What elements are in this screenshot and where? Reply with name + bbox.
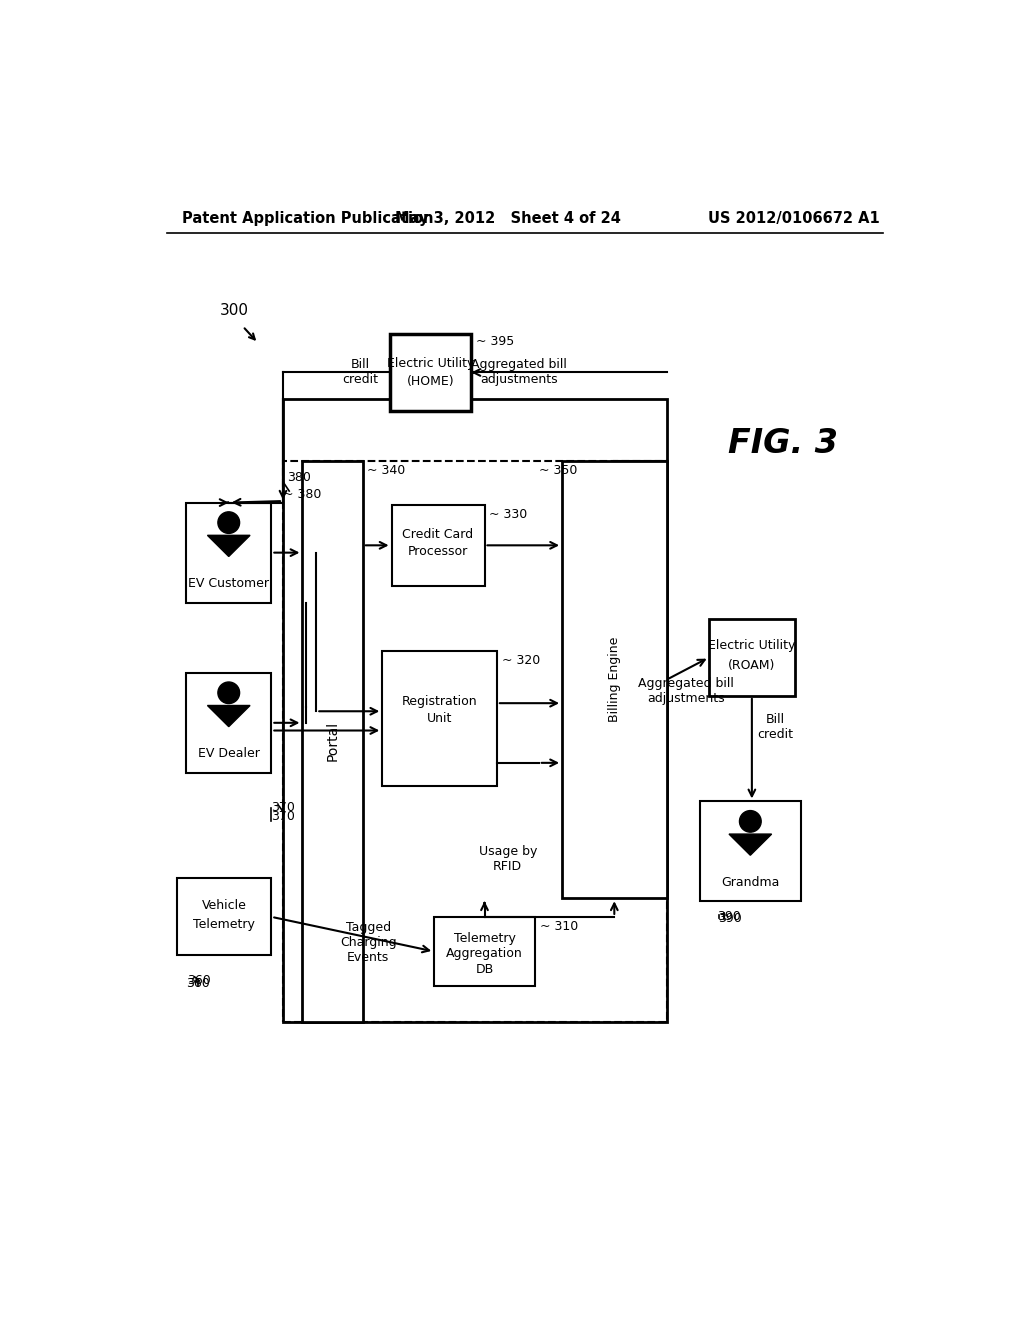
Bar xyxy=(283,461,667,1022)
Text: (HOME): (HOME) xyxy=(407,375,455,388)
Bar xyxy=(382,651,497,785)
Text: EV Customer: EV Customer xyxy=(188,577,269,590)
Text: ~ 310: ~ 310 xyxy=(540,920,578,933)
Text: ~ 320: ~ 320 xyxy=(502,653,540,667)
Circle shape xyxy=(739,810,761,832)
Text: 370: 370 xyxy=(271,801,295,814)
Polygon shape xyxy=(208,705,250,726)
Text: Electric Utility: Electric Utility xyxy=(387,356,474,370)
Text: May 3, 2012   Sheet 4 of 24: May 3, 2012 Sheet 4 of 24 xyxy=(395,211,621,226)
Polygon shape xyxy=(208,536,250,557)
Text: US 2012/0106672 A1: US 2012/0106672 A1 xyxy=(708,211,880,226)
Text: FIG. 3: FIG. 3 xyxy=(728,426,838,459)
Text: Grandma: Grandma xyxy=(721,875,779,888)
Text: (ROAM): (ROAM) xyxy=(728,659,775,672)
Bar xyxy=(391,504,484,586)
Text: 390: 390 xyxy=(719,912,742,925)
Bar xyxy=(283,400,667,1022)
Circle shape xyxy=(218,682,240,704)
Text: DB: DB xyxy=(475,962,494,975)
Text: Bill
credit: Bill credit xyxy=(757,713,794,741)
Circle shape xyxy=(218,512,240,533)
Text: Aggregation: Aggregation xyxy=(446,948,523,961)
Text: ~ 395: ~ 395 xyxy=(476,335,514,348)
Text: Telemetry: Telemetry xyxy=(454,932,515,945)
Text: Unit: Unit xyxy=(427,713,453,726)
Text: 390: 390 xyxy=(717,911,740,924)
Text: Portal: Portal xyxy=(326,721,340,762)
Text: Billing Engine: Billing Engine xyxy=(608,638,621,722)
Text: 380: 380 xyxy=(287,471,310,484)
Bar xyxy=(302,461,362,1022)
Text: Aggregated bill
adjustments: Aggregated bill adjustments xyxy=(638,677,734,705)
Text: Telemetry: Telemetry xyxy=(194,917,255,931)
Text: Usage by
RFID: Usage by RFID xyxy=(478,845,537,873)
Text: Bill
credit: Bill credit xyxy=(342,359,379,387)
Text: Tagged
Charging
Events: Tagged Charging Events xyxy=(340,921,396,964)
Text: ~ 380: ~ 380 xyxy=(283,488,322,502)
Bar xyxy=(434,917,535,986)
Bar xyxy=(700,801,801,902)
Bar xyxy=(562,461,667,899)
Text: 300: 300 xyxy=(219,304,249,318)
Text: Aggregated bill
adjustments: Aggregated bill adjustments xyxy=(471,359,567,387)
Polygon shape xyxy=(729,834,772,855)
Text: Processor: Processor xyxy=(408,545,468,557)
Text: Registration: Registration xyxy=(401,694,477,708)
Text: 360: 360 xyxy=(187,974,211,987)
Text: 360: 360 xyxy=(186,977,210,990)
Bar xyxy=(186,503,271,603)
Text: ~ 350: ~ 350 xyxy=(539,463,578,477)
Bar xyxy=(710,619,795,696)
Bar xyxy=(186,673,271,774)
Text: Patent Application Publication: Patent Application Publication xyxy=(182,211,434,226)
Text: 370: 370 xyxy=(271,810,295,824)
Text: Electric Utility: Electric Utility xyxy=(709,639,796,652)
Text: ~ 330: ~ 330 xyxy=(489,508,527,520)
Bar xyxy=(177,878,271,956)
Text: ~ 340: ~ 340 xyxy=(368,463,406,477)
Text: Vehicle: Vehicle xyxy=(202,899,247,912)
Bar xyxy=(390,334,471,411)
Text: Credit Card: Credit Card xyxy=(402,528,473,541)
Text: EV Dealer: EV Dealer xyxy=(198,747,260,760)
